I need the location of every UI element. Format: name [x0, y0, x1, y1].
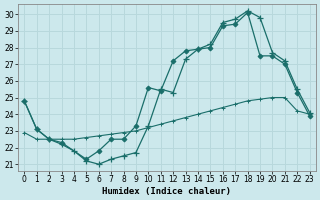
X-axis label: Humidex (Indice chaleur): Humidex (Indice chaleur): [102, 187, 231, 196]
